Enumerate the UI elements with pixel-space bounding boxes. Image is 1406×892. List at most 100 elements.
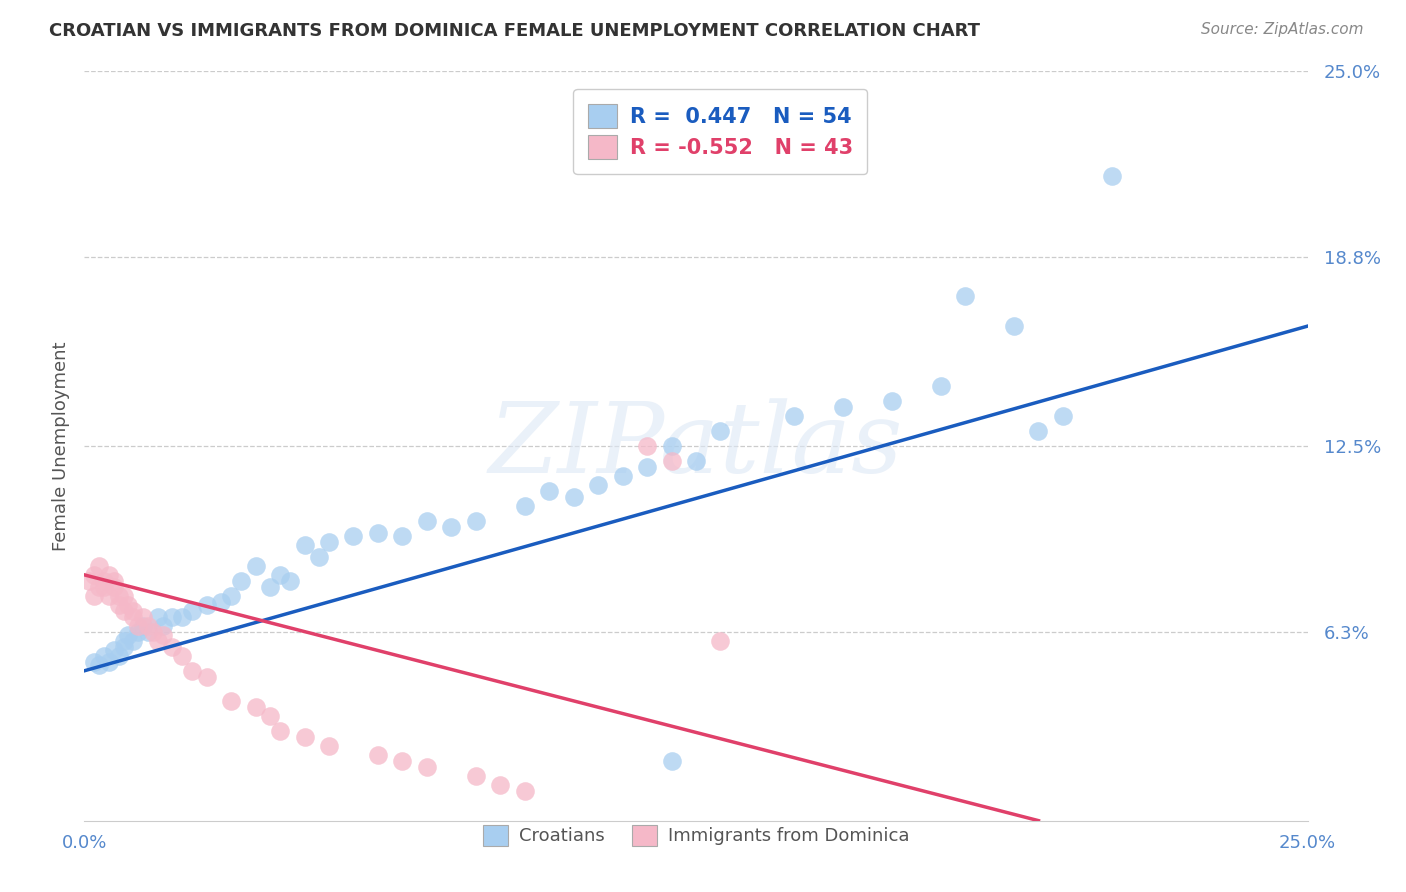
Legend: Croatians, Immigrants from Dominica: Croatians, Immigrants from Dominica (472, 814, 920, 856)
Point (77, 574, 100, 588)
Point (259, 580, 281, 594)
Point (112, 589, 135, 603)
Point (294, 730, 316, 744)
Point (661, 454, 683, 468)
Point (152, 619, 174, 633)
Point (1002, 319, 1025, 334)
Point (127, 624, 149, 639)
Point (440, 520, 463, 534)
Point (103, 574, 125, 588)
Point (269, 567, 291, 582)
Point (391, 529, 413, 543)
Point (172, 610, 194, 624)
Point (416, 514, 439, 528)
Point (103, 580, 125, 594)
Point (318, 739, 340, 753)
Point (136, 619, 159, 633)
Point (661, 439, 683, 453)
Point (83, 655, 105, 669)
Point (416, 760, 439, 774)
Y-axis label: Female Unemployment: Female Unemployment (52, 342, 70, 550)
Point (685, 454, 707, 468)
Point (172, 648, 194, 663)
Point (1028, 424, 1050, 438)
Point (93, 648, 115, 663)
Point (513, 499, 536, 513)
Point (136, 624, 159, 639)
Point (162, 610, 184, 624)
Point (97, 655, 120, 669)
Point (783, 409, 806, 423)
Point (195, 598, 218, 612)
Point (661, 754, 683, 768)
Point (103, 642, 125, 657)
Point (709, 424, 731, 438)
Point (464, 514, 486, 528)
Point (152, 628, 174, 642)
Point (269, 723, 291, 738)
Point (367, 747, 389, 762)
Text: CROATIAN VS IMMIGRANTS FROM DOMINICA FEMALE UNEMPLOYMENT CORRELATION CHART: CROATIAN VS IMMIGRANTS FROM DOMINICA FEM… (49, 22, 980, 40)
Point (122, 610, 145, 624)
Point (97, 567, 120, 582)
Point (586, 478, 609, 492)
Point (219, 694, 242, 708)
Point (83, 567, 105, 582)
Point (880, 394, 903, 409)
Point (709, 633, 731, 648)
Point (93, 580, 115, 594)
Point (93, 574, 115, 588)
Point (107, 589, 129, 603)
Point (127, 619, 149, 633)
Point (181, 664, 204, 678)
Point (294, 538, 316, 552)
Point (132, 610, 155, 624)
Point (181, 604, 204, 618)
Point (259, 708, 281, 723)
Point (308, 549, 330, 564)
Point (318, 535, 340, 549)
Point (636, 439, 658, 453)
Point (209, 595, 232, 609)
Point (107, 598, 129, 612)
Point (245, 558, 267, 573)
Point (219, 589, 242, 603)
Point (391, 754, 413, 768)
Point (132, 619, 155, 633)
Point (87, 657, 110, 672)
Point (142, 624, 165, 639)
Point (229, 574, 252, 588)
Point (636, 460, 658, 475)
Point (464, 769, 486, 783)
Point (112, 633, 135, 648)
Point (162, 640, 184, 654)
Point (83, 589, 105, 603)
Point (146, 633, 169, 648)
Point (122, 633, 145, 648)
Point (278, 574, 301, 588)
Point (953, 289, 976, 303)
Point (122, 604, 145, 618)
Point (489, 778, 512, 792)
Point (342, 529, 364, 543)
Point (1101, 169, 1123, 184)
Text: Source: ZipAtlas.com: Source: ZipAtlas.com (1201, 22, 1364, 37)
Point (87, 580, 110, 594)
Point (107, 648, 129, 663)
Point (612, 469, 634, 483)
Point (513, 783, 536, 797)
Point (245, 699, 267, 714)
Point (112, 640, 135, 654)
Point (87, 558, 110, 573)
Point (538, 483, 561, 498)
Point (117, 598, 139, 612)
Point (97, 589, 120, 603)
Point (195, 670, 218, 684)
Point (112, 604, 135, 618)
Text: ZIPatlas: ZIPatlas (489, 399, 903, 493)
Point (929, 379, 952, 393)
Point (146, 610, 169, 624)
Point (1052, 409, 1074, 423)
Point (117, 628, 139, 642)
Point (831, 400, 853, 414)
